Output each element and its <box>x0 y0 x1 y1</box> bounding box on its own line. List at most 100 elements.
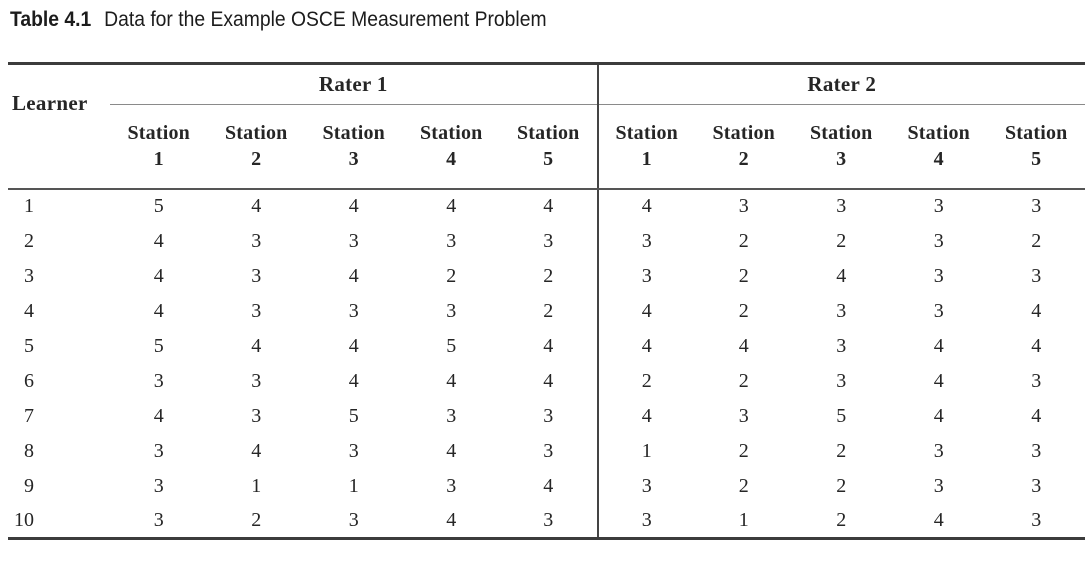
score-cell: 4 <box>348 369 359 392</box>
table-row: 3 4 3 4 2 2 3 2 4 3 3 <box>8 258 1085 294</box>
station-word: Station <box>419 122 483 145</box>
learner-id: 4 <box>24 299 34 322</box>
table-row: 10 3 2 3 4 3 3 1 2 4 3 <box>8 503 1085 539</box>
learner-id-cell: 4 <box>8 294 110 329</box>
station-word: Station <box>907 122 971 145</box>
score-cell: 5 <box>153 195 164 217</box>
score-cell: 2 <box>446 264 457 287</box>
score-cell: 4 <box>933 334 944 357</box>
score-cell: 2 <box>1031 229 1042 252</box>
score-cell: 3 <box>836 195 847 217</box>
station-word: Station <box>1004 122 1068 145</box>
station-column-header: Station 1 <box>596 104 695 190</box>
score-cell: 3 <box>933 195 944 217</box>
score-cell: 4 <box>738 334 749 357</box>
score-cell: 2 <box>596 363 695 399</box>
table-row: 4 4 3 3 3 2 4 2 3 3 4 <box>8 293 1085 329</box>
caption-text: Data for the Example OSCE Measurement Pr… <box>104 8 547 31</box>
score-cell: 3 <box>836 334 847 357</box>
score-cell: 3 <box>153 508 164 531</box>
score-cell: 3 <box>1031 195 1042 217</box>
station-word: Station <box>516 122 580 145</box>
station-column-header: Station 1 <box>110 104 208 190</box>
table-number-label: Table 4.1 <box>10 8 92 31</box>
score-cell: 2 <box>738 369 749 392</box>
score-cell: 3 <box>153 439 164 462</box>
score-cell: 3 <box>933 474 944 497</box>
learner-column-header: Learner <box>8 63 110 190</box>
score-cell: 4 <box>543 369 554 392</box>
score-cell: 3 <box>251 369 262 392</box>
station-word: Station <box>712 122 776 145</box>
score-cell: 4 <box>1031 299 1042 322</box>
score-cell: 2 <box>738 474 749 497</box>
score-cell: 3 <box>596 223 695 259</box>
score-cell: 3 <box>836 369 847 392</box>
score-cell: 3 <box>251 264 262 287</box>
station-column-header: Station 4 <box>402 104 500 190</box>
score-cell: 1 <box>251 474 262 497</box>
learner-id-cell: 5 <box>8 329 110 364</box>
score-cell: 3 <box>596 258 695 294</box>
station-word: Station <box>224 122 288 145</box>
score-cell: 3 <box>153 369 164 392</box>
learner-id: 3 <box>24 264 34 287</box>
score-cell: 3 <box>1031 264 1042 287</box>
table-row: 7 4 3 5 3 3 4 3 5 4 4 <box>8 398 1085 434</box>
station-number: 1 <box>153 148 164 171</box>
score-cell: 4 <box>153 404 164 427</box>
learner-id-cell: 3 <box>8 259 110 294</box>
station-column-header: Station 5 <box>500 104 598 190</box>
table-row: 5 5 4 4 5 4 4 4 3 4 4 <box>8 328 1085 364</box>
station-column-header: Station 4 <box>890 104 988 190</box>
station-column-header: Station 3 <box>305 104 403 190</box>
learner-id: 6 <box>24 369 34 392</box>
station-word: Station <box>615 122 679 145</box>
score-cell: 4 <box>933 404 944 427</box>
score-cell: 2 <box>738 264 749 287</box>
score-cell: 3 <box>251 229 262 252</box>
score-cell: 4 <box>836 264 847 287</box>
score-cell: 3 <box>446 404 457 427</box>
station-column-header: Station 2 <box>207 104 305 190</box>
score-cell: 3 <box>543 439 554 462</box>
score-cell: 4 <box>153 229 164 252</box>
learner-id-cell: 8 <box>8 434 110 469</box>
score-cell: 4 <box>251 439 262 462</box>
table-row: 8 3 4 3 4 3 1 2 2 3 3 <box>8 433 1085 469</box>
score-cell: 3 <box>446 299 457 322</box>
station-column-header: Station 5 <box>987 104 1085 190</box>
score-cell: 2 <box>836 508 847 531</box>
score-cell: 1 <box>596 433 695 469</box>
score-cell: 4 <box>348 195 359 217</box>
score-cell: 4 <box>1031 404 1042 427</box>
score-cell: 4 <box>933 369 944 392</box>
score-cell: 4 <box>251 334 262 357</box>
table-row: 9 3 1 1 3 4 3 2 2 3 3 <box>8 468 1085 504</box>
osce-data-table: Learner Rater 1 Rater 2 Station 1 Station… <box>8 62 1085 540</box>
score-cell: 5 <box>348 404 359 427</box>
score-cell: 4 <box>348 264 359 287</box>
rater-header-row: Learner Rater 1 Rater 2 <box>8 63 1085 190</box>
station-number: 2 <box>251 148 262 171</box>
score-cell: 4 <box>446 508 457 531</box>
score-cell: 4 <box>1031 334 1042 357</box>
score-cell: 3 <box>933 264 944 287</box>
score-cell: 4 <box>933 508 944 531</box>
learner-id-cell: 2 <box>8 224 110 259</box>
score-cell: 4 <box>596 188 695 224</box>
score-cell: 4 <box>446 195 457 217</box>
rater2-group-header: Rater 2 <box>596 63 1085 105</box>
score-cell: 3 <box>1031 439 1042 462</box>
score-cell: 2 <box>836 439 847 462</box>
score-cell: 4 <box>446 369 457 392</box>
table-row: 2 4 3 3 3 3 3 2 2 3 2 <box>8 223 1085 259</box>
score-cell: 2 <box>738 439 749 462</box>
score-cell: 4 <box>543 195 554 217</box>
score-cell: 3 <box>836 299 847 322</box>
score-cell: 3 <box>446 474 457 497</box>
station-number: 5 <box>1031 148 1042 171</box>
learner-id: 5 <box>24 334 34 357</box>
learner-id: 2 <box>24 229 34 252</box>
